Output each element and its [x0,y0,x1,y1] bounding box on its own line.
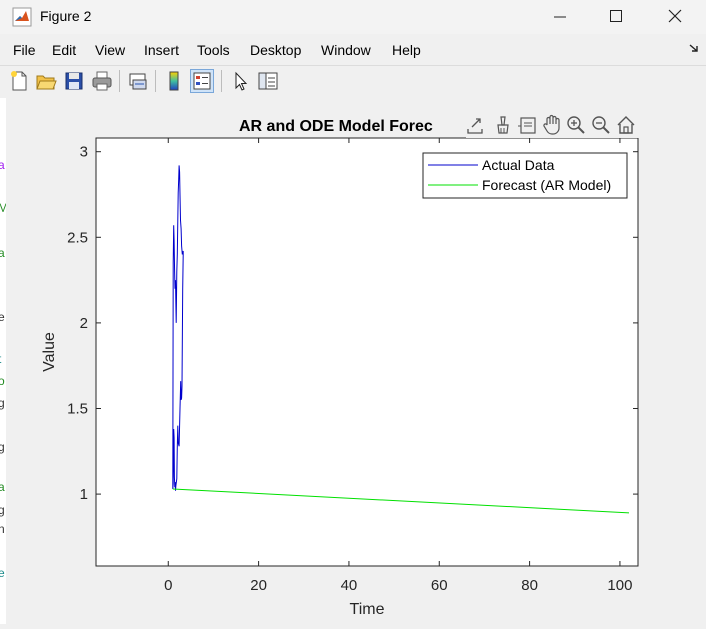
zoom-in-button[interactable] [567,116,585,134]
y-tick-label: 2 [80,315,88,332]
menu-edit[interactable]: Edit [52,42,77,58]
brush-icon [497,116,509,134]
plot-svg[interactable]: 0 20 40 60 80 100 1 1.5 2 2.5 3 AR and ODE Model F… [6,98,706,624]
strip-char: o [0,374,5,388]
zoom-out-button[interactable] [592,116,610,134]
y-axis-label: Value [41,332,58,372]
menu-insert[interactable]: Insert [144,42,180,58]
y-tick-label: 1 [80,486,88,503]
strip-char: a [0,246,5,260]
x-tick-label: 40 [341,577,358,594]
tick-layer: 0 20 40 60 80 100 1 1.5 2 2.5 3 [67,138,638,594]
legend-label-actual: Actual Data [482,157,555,173]
x-tick-label: 80 [521,577,538,594]
print-button[interactable] [90,69,114,93]
menu-view[interactable]: View [95,42,126,58]
strip-char: n [0,522,5,536]
legend-icon [193,72,211,90]
strip-char: g [0,396,5,410]
colorbar-button[interactable] [162,69,186,93]
chart-title: AR and ODE Model Forec [239,118,433,135]
background-window-edge: a M a e t o g g a g n e [0,98,8,624]
close-button[interactable] [652,0,698,34]
minimize-button[interactable] [537,0,583,34]
save-icon [65,72,83,90]
strip-char: M [0,201,8,215]
link-plot-button[interactable] [126,69,150,93]
series-layer [172,165,630,514]
series-line-actual[interactable] [172,165,184,491]
title-bar[interactable]: Figure 2 [0,0,706,34]
open-file-button[interactable] [34,69,58,93]
link-plot-icon [129,73,147,90]
y-tick-label: 2.5 [67,229,88,246]
export-icon [467,118,483,134]
x-tick-label: 0 [164,577,172,594]
property-inspector-button[interactable] [256,69,280,93]
series-line-forecast[interactable] [172,488,630,514]
legend-button[interactable] [190,69,214,93]
brush-button[interactable] [497,116,509,134]
pan-icon [543,114,560,135]
colorbar-icon [169,71,179,91]
strip-char: e [0,310,5,324]
x-tick-label: 100 [607,577,632,594]
property-inspector-icon [258,72,278,90]
toolbar-separator [155,70,156,92]
menu-help[interactable]: Help [392,42,421,58]
data-tips-button[interactable] [518,117,536,134]
strip-char: g [0,503,5,517]
figure-canvas: 0 20 40 60 80 100 1 1.5 2 2.5 3 AR and ODE Model F… [6,98,706,624]
new-figure-button[interactable] [7,69,31,93]
restore-view-icon [617,116,635,134]
y-tick-label: 3 [80,144,88,161]
axes-toolbar-backdrop [466,112,646,138]
menu-bar: File Edit View Insert Tools Desktop Wind… [0,38,706,62]
strip-char: e [0,566,5,580]
matlab-logo-icon [12,7,32,27]
figure-toolbar [0,65,706,99]
pan-button[interactable] [543,114,560,135]
x-tick-label: 60 [431,577,448,594]
legend[interactable]: Actual Data Forecast (AR Model) [422,152,628,199]
x-tick-label: 20 [250,577,267,594]
zoom-in-icon [567,116,585,134]
maximize-icon [610,10,622,22]
toolbar-separator [119,70,120,92]
strip-char: a [0,158,5,172]
close-icon [668,9,682,23]
menu-desktop[interactable]: Desktop [250,42,302,58]
y-tick-label: 1.5 [67,400,88,417]
menu-file[interactable]: File [13,42,36,58]
maximize-button[interactable] [593,0,639,34]
export-button[interactable] [467,118,483,134]
strip-char: a [0,480,5,494]
menu-window[interactable]: Window [321,42,371,58]
data-tips-icon [518,117,536,134]
minimize-icon [554,16,566,18]
strip-char: g [0,440,5,454]
save-button[interactable] [62,69,86,93]
restore-view-button[interactable] [617,116,635,134]
x-axis-label: Time [350,601,385,618]
window-title: Figure 2 [40,8,92,24]
axes-box[interactable] [95,137,639,567]
select-pointer-icon [235,71,248,91]
toolbar-separator [221,70,222,92]
select-pointer-button[interactable] [228,69,252,93]
legend-box [422,152,628,199]
new-figure-icon [11,71,27,91]
undock-icon[interactable] [688,42,700,54]
print-icon [92,71,112,91]
strip-char: t [0,352,1,366]
open-file-icon [36,75,57,90]
legend-label-forecast: Forecast (AR Model) [482,177,611,193]
zoom-out-icon [592,116,610,134]
menu-tools[interactable]: Tools [197,42,230,58]
